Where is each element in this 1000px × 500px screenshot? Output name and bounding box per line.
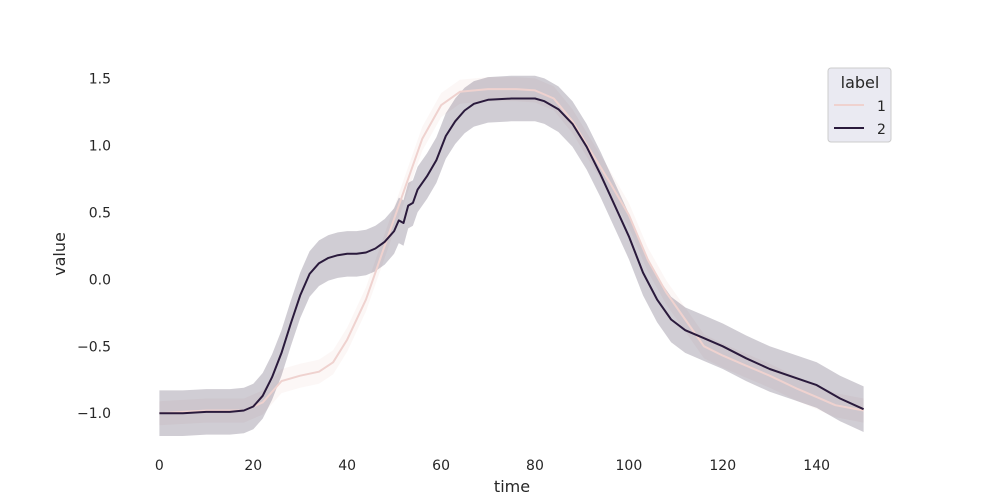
x-tick-label: 140 [803,458,830,474]
confidence-bands [159,75,864,436]
legend-title: label [841,73,880,92]
y-tick-label: −0.5 [77,339,111,355]
legend-label-1: 1 [877,99,886,115]
y-tick-label: 1.0 [89,138,111,154]
y-tick-label: 0.0 [89,272,111,288]
series-lines [159,88,865,415]
x-axis-ticks: 0 20 40 60 80 100 120 140 [155,458,830,474]
line-series-1 [159,88,864,415]
x-tick-label: 80 [526,458,544,474]
band-series-2 [159,75,864,436]
legend-label-2: 2 [877,122,886,138]
x-tick-label: 60 [432,458,450,474]
x-tick-label: 20 [244,458,262,474]
x-tick-label: 40 [338,458,356,474]
x-tick-label: 100 [616,458,643,474]
y-axis-ticks: −1.0 −0.5 0.0 0.5 1.0 1.5 [77,71,111,422]
legend-items: 12 [834,99,886,138]
y-axis-label: value [50,232,69,276]
legend: label 12 [827,67,892,143]
band-series-1 [159,77,864,426]
y-tick-label: −1.0 [77,406,111,422]
x-tick-label: 120 [709,458,736,474]
x-axis-label: time [494,477,530,496]
y-tick-label: 1.5 [89,71,111,87]
x-tick-label: 0 [155,458,164,474]
y-tick-label: 0.5 [89,205,111,221]
line-series-2 [159,97,865,415]
